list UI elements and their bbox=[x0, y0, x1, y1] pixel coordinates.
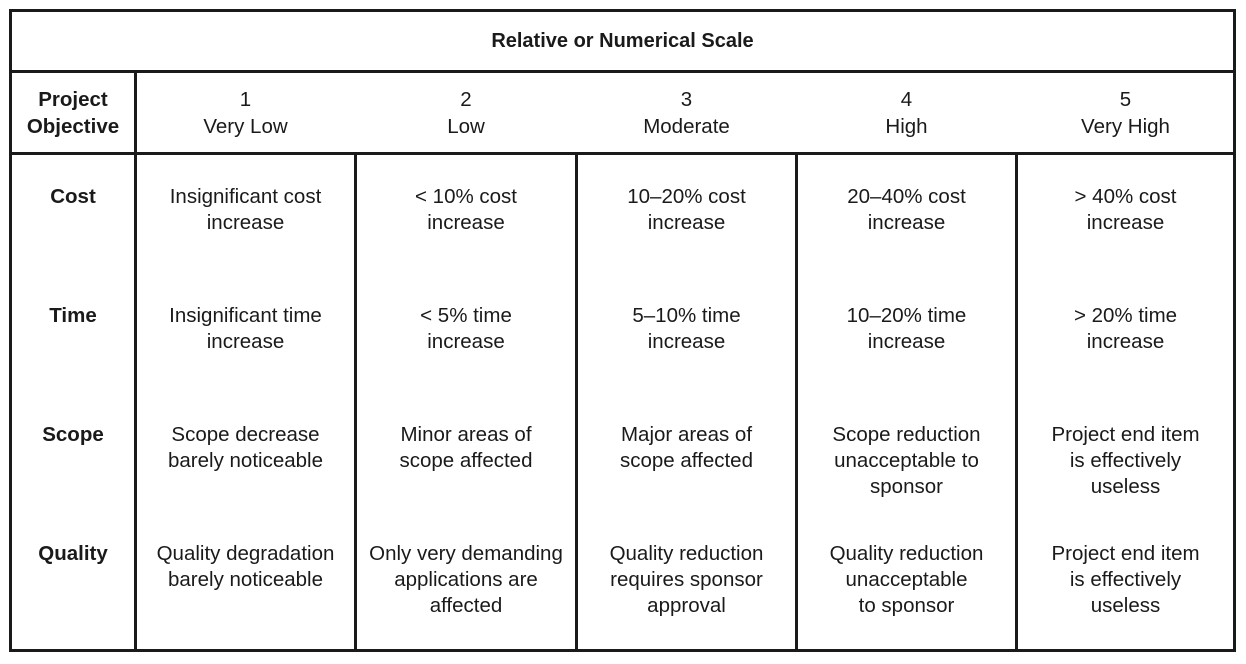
risk-scale-table: Relative or Numerical Scale Project Obje… bbox=[9, 9, 1236, 652]
cell-scope-1: Scope decrease barely noticeable bbox=[168, 423, 323, 472]
cell-time-1: Insignificant time increase bbox=[169, 304, 322, 353]
level-header-3: 3 Moderate bbox=[578, 86, 795, 140]
row-label-time: Time bbox=[49, 304, 97, 327]
level-header-5: 5 Very High bbox=[1018, 86, 1233, 140]
cell-quality-4: Quality reduction unacceptable to sponso… bbox=[829, 542, 984, 617]
cell-scope-5: Project end item is effectively useless bbox=[1051, 423, 1200, 498]
level-label: Very High bbox=[1081, 115, 1170, 138]
level-number: 4 bbox=[900, 88, 913, 111]
level-label: High bbox=[885, 115, 928, 138]
corner-header: Project Objective bbox=[12, 86, 134, 140]
cell-cost-3: 10–20% cost increase bbox=[627, 185, 746, 234]
row-label-scope: Scope bbox=[42, 423, 104, 446]
level-number: 1 bbox=[239, 88, 252, 111]
column-divider-4 bbox=[795, 152, 798, 649]
level-number: 2 bbox=[460, 88, 472, 111]
corner-header-line2: Objective bbox=[26, 115, 120, 138]
level-number: 5 bbox=[1119, 88, 1132, 111]
cell-time-4: 10–20% time increase bbox=[846, 304, 967, 353]
column-divider-1 bbox=[134, 70, 137, 649]
header-divider bbox=[12, 152, 1233, 155]
row-label-cost: Cost bbox=[50, 185, 96, 208]
cell-time-3: 5–10% time increase bbox=[632, 304, 741, 353]
corner-header-line1: Project bbox=[38, 88, 108, 111]
cell-cost-5: > 40% cost increase bbox=[1074, 185, 1177, 234]
level-label: Moderate bbox=[643, 115, 730, 138]
level-header-1: 1 Very Low bbox=[137, 86, 354, 140]
cell-cost-1: Insignificant cost increase bbox=[169, 185, 322, 234]
cell-cost-4: 20–40% cost increase bbox=[847, 185, 966, 234]
column-divider-2 bbox=[354, 152, 357, 649]
level-number: 3 bbox=[680, 88, 693, 111]
cell-quality-5: Project end item is effectively useless bbox=[1051, 542, 1200, 617]
level-header-2: 2 Low bbox=[357, 86, 575, 140]
cell-time-2: < 5% time increase bbox=[420, 304, 512, 353]
level-label: Low bbox=[447, 115, 485, 138]
cell-quality-2: Only very demanding applications are aff… bbox=[369, 542, 563, 617]
cell-quality-3: Quality reduction requires sponsor appro… bbox=[609, 542, 764, 617]
level-header-4: 4 High bbox=[798, 86, 1015, 140]
column-divider-5 bbox=[1015, 152, 1018, 649]
cell-scope-3: Major areas of scope affected bbox=[620, 423, 753, 472]
cell-time-5: > 20% time increase bbox=[1073, 304, 1178, 353]
cell-scope-2: Minor areas of scope affected bbox=[399, 423, 533, 472]
row-label-quality: Quality bbox=[38, 542, 108, 565]
cell-scope-4: Scope reduction unacceptable to sponsor bbox=[832, 423, 981, 498]
level-label: Very Low bbox=[203, 115, 288, 138]
cell-quality-1: Quality degradation barely noticeable bbox=[156, 542, 335, 591]
cell-cost-2: < 10% cost increase bbox=[415, 185, 517, 234]
table-title: Relative or Numerical Scale bbox=[12, 12, 1233, 73]
column-divider-3 bbox=[575, 152, 578, 649]
